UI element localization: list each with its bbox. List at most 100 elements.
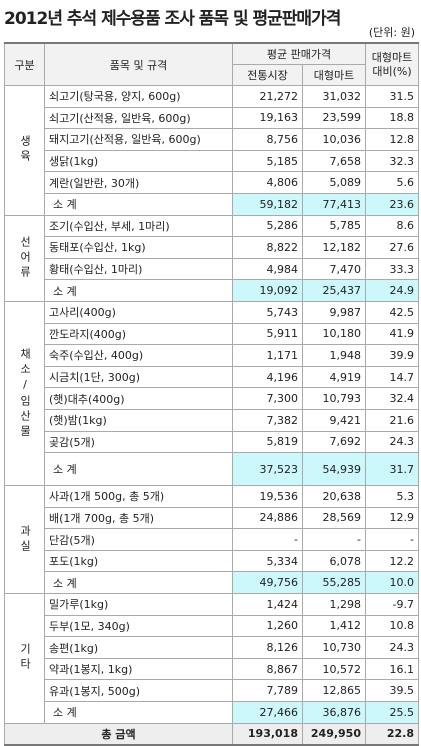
item-cell: 숙주(수입산, 400g) xyxy=(44,344,233,367)
subtotal-row: 소 계 49,756 55,285 10.0 xyxy=(5,571,419,595)
value-cell: 49,756 xyxy=(232,571,303,595)
value-cell: 10,730 xyxy=(302,636,366,659)
item-cell: 소 계 xyxy=(44,571,233,595)
total-value: 193,018 xyxy=(232,722,303,746)
item-cell: 계란(일반란, 30개) xyxy=(44,171,233,194)
value-cell: 1,412 xyxy=(302,614,366,638)
value-cell: 23,599 xyxy=(302,106,366,130)
item-cell: 단감(5개) xyxy=(44,528,233,551)
item-cell: 소 계 xyxy=(44,452,233,487)
value-cell: 27.6 xyxy=(365,236,419,259)
value-cell: 4,196 xyxy=(232,365,303,389)
value-cell: 5,334 xyxy=(232,549,303,573)
header-cell: 전통시장 xyxy=(232,64,303,86)
item-row: 깐도라지(400g) 5,911 10,180 41.9 xyxy=(5,322,419,346)
item-cell: 황태(수입산, 1마리) xyxy=(44,257,233,281)
unit: (단위: 원) xyxy=(368,26,415,39)
value-cell: 12.8 xyxy=(365,128,419,151)
value-cell: 16.1 xyxy=(365,657,419,681)
item-row: 선어류 조기(수입산, 부세, 1마리) 5,286 5,785 8.6 xyxy=(4,214,419,302)
value-cell: 12.9 xyxy=(365,506,419,530)
value-cell: 1,260 xyxy=(232,614,303,638)
value-cell: 9,987 xyxy=(302,300,366,324)
value-cell: -9.7 xyxy=(365,593,419,616)
value-cell: 32.4 xyxy=(365,387,419,410)
item-cell: 배(1개 700g, 총 5개) xyxy=(44,506,233,530)
item-cell: (햇)대추(400g) xyxy=(44,387,233,410)
value-cell: 31.5 xyxy=(365,85,419,108)
item-row: 시금치(1단, 300g) 4,196 4,919 14.7 xyxy=(5,365,419,389)
header-cell: 구분 xyxy=(4,42,45,86)
value-cell: 1,171 xyxy=(232,344,303,367)
item-row: 동태포(수입산, 1kg) 8,822 12,182 27.6 xyxy=(5,236,419,259)
value-cell: 19,163 xyxy=(232,106,303,130)
value-cell: 33.3 xyxy=(365,257,419,281)
value-cell: 42.5 xyxy=(365,300,419,324)
value-cell: 14.7 xyxy=(365,365,419,389)
value-cell: 36,876 xyxy=(302,701,366,724)
item-cell: 돼지고기(산적용, 일반육, 600g) xyxy=(44,128,233,151)
value-cell: 59,182 xyxy=(232,192,303,216)
item-row: 숙주(수입산, 400g) 1,171 1,948 39.9 xyxy=(5,344,419,367)
group-label: 기타 xyxy=(4,593,45,724)
value-cell: 7,382 xyxy=(232,408,303,432)
subtotal-row: 소 계 27,466 36,876 25.5 xyxy=(5,701,419,724)
item-row: 쇠고기(산적용, 일반육, 600g) 19,163 23,599 18.8 xyxy=(5,106,419,130)
item-cell: 유과(1봉지, 500g) xyxy=(44,679,233,703)
item-cell: 생닭(1kg) xyxy=(44,149,233,173)
value-cell: 18.8 xyxy=(365,106,419,130)
group-label: 채소/임산물 xyxy=(4,300,45,487)
value-cell: 1,948 xyxy=(302,344,366,367)
item-row: 생닭(1kg) 5,185 7,658 32.3 xyxy=(5,149,419,173)
value-cell: - xyxy=(365,528,419,551)
value-cell: 5.6 xyxy=(365,171,419,194)
value-cell: 31.7 xyxy=(365,452,419,487)
value-cell: 7,789 xyxy=(232,679,303,703)
item-row: 단감(5개) - - - xyxy=(5,528,419,551)
item-row: 약과(1봉지, 1kg) 8,867 10,572 16.1 xyxy=(5,657,419,681)
header-cell: 대형마트 xyxy=(302,64,366,86)
item-row: (햇)대추(400g) 7,300 10,793 32.4 xyxy=(5,387,419,410)
value-cell: 10,180 xyxy=(302,322,366,346)
value-cell: 1,424 xyxy=(232,593,303,616)
subtotal-row: 소 계 19,092 25,437 24.9 xyxy=(5,279,419,302)
value-cell: 8.6 xyxy=(365,214,419,238)
item-cell: 소 계 xyxy=(44,279,233,302)
value-cell: 54,939 xyxy=(302,452,366,487)
value-cell: 32.3 xyxy=(365,149,419,173)
item-cell: 곶감(5개) xyxy=(44,430,233,454)
item-cell: 고사리(400g) xyxy=(44,300,233,324)
header-row: 전통시장 대형마트 xyxy=(5,64,419,86)
value-cell: 4,984 xyxy=(232,257,303,281)
item-cell: 송편(1kg) xyxy=(44,636,233,659)
value-cell: 12,182 xyxy=(302,236,366,259)
value-cell: 7,470 xyxy=(302,257,366,281)
item-row: 배(1개 700g, 총 5개) 24,886 28,569 12.9 xyxy=(5,506,419,530)
value-cell: 21.6 xyxy=(365,408,419,432)
value-cell: 5,819 xyxy=(232,430,303,454)
item-row: 곶감(5개) 5,819 7,692 24.3 xyxy=(5,430,419,454)
value-cell: 8,126 xyxy=(232,636,303,659)
item-cell: 조기(수입산, 부세, 1마리) xyxy=(44,214,233,238)
item-row: 포도(1kg) 5,334 6,078 12.2 xyxy=(5,549,419,573)
header-cell: 대형마트 대비(%) xyxy=(365,42,419,86)
value-cell: 6,078 xyxy=(302,549,366,573)
value-cell: 5,286 xyxy=(232,214,303,238)
value-cell: 8,867 xyxy=(232,657,303,681)
value-cell: 24,886 xyxy=(232,506,303,530)
value-cell: 39.9 xyxy=(365,344,419,367)
value-cell: 1,298 xyxy=(302,593,366,616)
value-cell: 5.3 xyxy=(365,485,419,508)
value-cell: 5,185 xyxy=(232,149,303,173)
value-cell: 5,785 xyxy=(302,214,366,238)
value-cell: 7,300 xyxy=(232,387,303,410)
item-cell: 포도(1kg) xyxy=(44,549,233,573)
value-cell: 4,919 xyxy=(302,365,366,389)
value-cell: 27,466 xyxy=(232,701,303,724)
value-cell: 5,911 xyxy=(232,322,303,346)
value-cell: 55,285 xyxy=(302,571,366,595)
item-cell: 동태포(수입산, 1kg) xyxy=(44,236,233,259)
item-cell: 소 계 xyxy=(44,701,233,724)
value-cell: 10,572 xyxy=(302,657,366,681)
item-row: 기타 밀가루(1kg) 1,424 1,298 -9.7 xyxy=(4,593,419,724)
